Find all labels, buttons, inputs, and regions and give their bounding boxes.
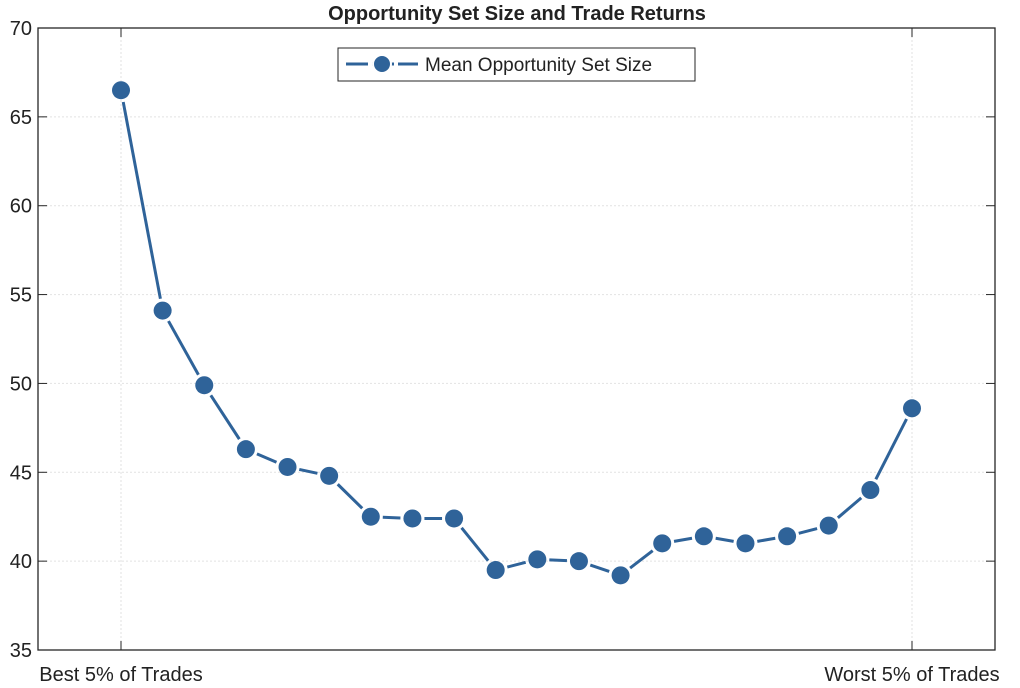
series-line-segment: [874, 418, 908, 481]
series-line-segment: [673, 536, 693, 543]
series-line-segment: [798, 527, 818, 535]
data-point: [819, 516, 838, 535]
series-mean-opportunity-set-size: [112, 81, 921, 585]
y-tick-label: 65: [10, 107, 32, 129]
y-tick-label: 50: [10, 373, 32, 395]
data-point: [445, 509, 464, 528]
data-point: [861, 481, 880, 500]
data-point: [486, 561, 505, 580]
series-line-segment: [256, 452, 278, 464]
y-tick-label: 40: [10, 551, 32, 573]
data-point: [320, 466, 339, 485]
legend-marker: [372, 54, 392, 74]
data-point: [653, 534, 672, 553]
legend-box: [337, 47, 696, 82]
x-tick-label-worst: Worst 5% of Trades: [824, 664, 999, 683]
data-point: [528, 550, 547, 569]
chart-title: Opportunity Set Size and Trade Returns: [328, 3, 706, 25]
series-line-segment: [506, 560, 527, 569]
data-point: [611, 566, 630, 585]
data-point: [569, 552, 588, 571]
grid-lines: [38, 27, 995, 651]
series-line-segment: [336, 483, 364, 510]
axis-ticks: 35 40 45 50 55 60 65 70: [10, 18, 995, 662]
y-tick-label: 60: [10, 196, 32, 218]
y-tick-label: 55: [10, 285, 32, 307]
series-line-segment: [121, 101, 162, 300]
series-line-segment: [629, 549, 654, 570]
legend: Mean Opportunity Set Size: [337, 47, 696, 82]
data-point: [153, 301, 172, 320]
data-point: [403, 509, 422, 528]
series-line-segment: [549, 558, 568, 563]
series-line-segment: [757, 536, 776, 543]
data-point: [903, 399, 921, 418]
data-point: [112, 81, 130, 100]
series-line-segment: [209, 394, 241, 440]
data-point: [195, 376, 214, 395]
data-point: [736, 534, 755, 553]
data-point: [778, 527, 797, 546]
legend-label: Mean Opportunity Set Size: [425, 55, 652, 76]
y-tick-label: 35: [10, 640, 32, 662]
series-line-segment: [382, 515, 401, 520]
series-line-segment: [167, 320, 200, 376]
data-point: [694, 527, 713, 546]
series-line-segment: [715, 536, 734, 543]
x-tick-label-best: Best 5% of Trades: [39, 664, 202, 683]
y-tick-label: 70: [10, 18, 32, 40]
series-line-segment: [589, 563, 610, 573]
y-tick-label: 45: [10, 462, 32, 484]
plot-area-frame: [37, 27, 996, 651]
data-point: [361, 507, 380, 526]
series-line-segment: [836, 496, 863, 519]
series-line-segment: [298, 467, 318, 475]
series-line-segment: [460, 526, 490, 562]
data-point: [236, 440, 255, 459]
data-point: [278, 457, 297, 476]
